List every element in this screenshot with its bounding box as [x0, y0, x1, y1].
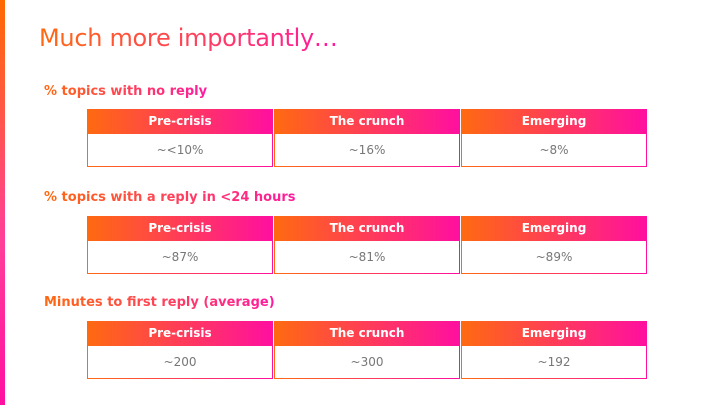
table-cell: ~8%	[461, 134, 647, 167]
table-cell: ~<10%	[87, 134, 273, 167]
section-label: % topics with no reply	[44, 84, 208, 99]
column-header: Pre-crisis	[87, 321, 273, 346]
column-header: The crunch	[274, 321, 460, 346]
table-cell: ~81%	[274, 241, 460, 274]
table-cell: ~89%	[461, 241, 647, 274]
table-cell: ~200	[87, 346, 273, 379]
column-header: Emerging	[461, 321, 647, 346]
table-cell: ~192	[461, 346, 647, 379]
table-cell: ~300	[274, 346, 460, 379]
table-minutes-first-reply: Pre-crisis The crunch Emerging ~200 ~300…	[87, 321, 647, 379]
section-label: Minutes to first reply (average)	[44, 295, 275, 310]
table-reply-24h: Pre-crisis The crunch Emerging ~87% ~81%…	[87, 216, 647, 274]
column-header: The crunch	[274, 109, 460, 134]
column-header: The crunch	[274, 216, 460, 241]
section-label: % topics with a reply in <24 hours	[44, 190, 296, 205]
table-cell: ~87%	[87, 241, 273, 274]
table-no-reply: Pre-crisis The crunch Emerging ~<10% ~16…	[87, 109, 647, 167]
table-cell: ~16%	[274, 134, 460, 167]
column-header: Emerging	[461, 109, 647, 134]
column-header: Pre-crisis	[87, 109, 273, 134]
accent-bar	[0, 0, 5, 405]
column-header: Emerging	[461, 216, 647, 241]
slide-title: Much more importantly…	[39, 24, 338, 52]
column-header: Pre-crisis	[87, 216, 273, 241]
